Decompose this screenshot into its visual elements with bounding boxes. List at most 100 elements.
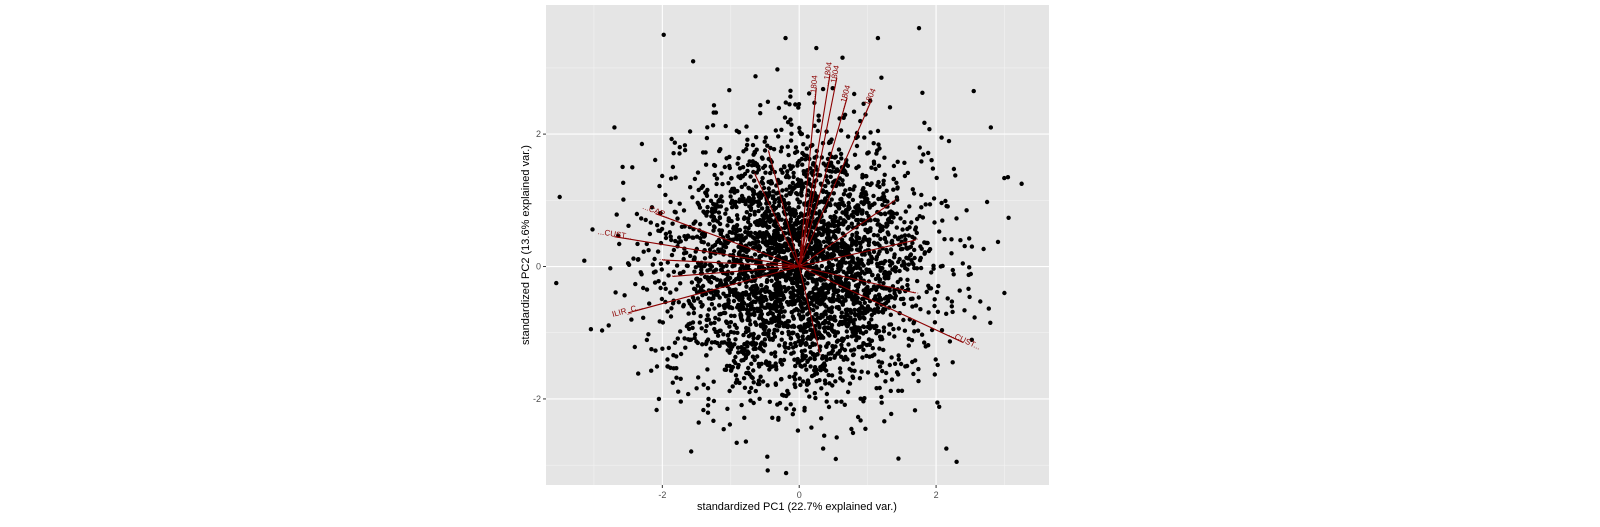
data-point bbox=[783, 320, 788, 326]
data-point bbox=[711, 379, 716, 384]
data-point bbox=[878, 211, 884, 217]
data-point bbox=[711, 110, 716, 115]
data-point bbox=[858, 245, 863, 250]
x-tick-label: -2 bbox=[658, 490, 666, 500]
data-point bbox=[892, 234, 898, 239]
data-point bbox=[704, 353, 709, 358]
data-point bbox=[712, 340, 718, 345]
data-point bbox=[838, 151, 844, 157]
data-point bbox=[669, 237, 674, 243]
data-point bbox=[730, 237, 735, 243]
data-point bbox=[711, 296, 716, 301]
data-point bbox=[827, 333, 832, 338]
data-point bbox=[891, 326, 896, 332]
data-point bbox=[887, 105, 893, 110]
data-point bbox=[793, 222, 799, 227]
data-point bbox=[924, 289, 929, 295]
data-point bbox=[883, 307, 888, 312]
data-point bbox=[735, 345, 741, 350]
data-point bbox=[738, 294, 743, 299]
data-point bbox=[793, 341, 798, 346]
data-point bbox=[862, 271, 867, 276]
data-point bbox=[874, 372, 879, 377]
data-point bbox=[727, 88, 732, 93]
data-point bbox=[912, 329, 917, 334]
data-point bbox=[728, 329, 734, 335]
data-point bbox=[839, 342, 844, 348]
data-point bbox=[797, 125, 802, 131]
data-point bbox=[819, 386, 824, 391]
data-point bbox=[932, 220, 937, 225]
data-point bbox=[826, 404, 832, 410]
data-point bbox=[745, 273, 750, 279]
data-point bbox=[778, 284, 783, 289]
data-point bbox=[728, 368, 734, 373]
data-point bbox=[744, 142, 750, 148]
data-point bbox=[761, 185, 767, 191]
data-point bbox=[760, 181, 766, 186]
data-point bbox=[751, 284, 756, 289]
data-point bbox=[753, 320, 758, 325]
data-point bbox=[967, 265, 972, 270]
data-point bbox=[765, 454, 770, 459]
data-point bbox=[678, 376, 683, 381]
data-point bbox=[1002, 175, 1007, 181]
data-point bbox=[843, 297, 848, 302]
data-point bbox=[714, 193, 719, 199]
data-point bbox=[919, 205, 924, 210]
data-point bbox=[861, 347, 866, 352]
data-point bbox=[960, 261, 965, 266]
data-point bbox=[706, 317, 711, 322]
data-point bbox=[666, 273, 671, 278]
data-point bbox=[875, 233, 880, 238]
data-point bbox=[932, 320, 938, 325]
data-point bbox=[892, 334, 897, 339]
data-point bbox=[712, 202, 717, 208]
data-point bbox=[860, 296, 865, 302]
data-point bbox=[850, 375, 856, 380]
data-point bbox=[633, 281, 638, 287]
data-point bbox=[708, 321, 714, 326]
data-point bbox=[852, 368, 857, 373]
data-point bbox=[778, 149, 784, 154]
data-point bbox=[774, 224, 779, 229]
loading-arrow bbox=[662, 259, 800, 268]
data-point bbox=[748, 174, 753, 179]
data-point bbox=[986, 306, 991, 311]
data-point bbox=[859, 369, 864, 374]
data-point bbox=[786, 319, 792, 324]
data-point bbox=[745, 311, 750, 316]
data-point bbox=[850, 232, 855, 238]
data-point bbox=[775, 230, 780, 236]
data-point bbox=[806, 91, 812, 96]
data-point bbox=[886, 216, 892, 221]
data-point bbox=[929, 270, 934, 275]
data-point bbox=[859, 257, 864, 263]
data-point bbox=[852, 307, 857, 313]
data-point bbox=[661, 220, 666, 225]
data-point bbox=[895, 159, 900, 164]
data-point bbox=[673, 175, 678, 180]
data-point bbox=[769, 317, 774, 322]
data-point bbox=[698, 277, 703, 283]
data-point bbox=[858, 194, 863, 199]
data-point bbox=[722, 302, 728, 308]
data-point bbox=[860, 355, 865, 360]
data-point bbox=[877, 295, 883, 300]
loading-label: ...1804 bbox=[808, 74, 819, 100]
data-point bbox=[893, 265, 899, 270]
data-point bbox=[849, 269, 854, 275]
data-point bbox=[833, 379, 838, 384]
data-point bbox=[797, 129, 802, 135]
data-point bbox=[765, 143, 770, 148]
data-point bbox=[734, 257, 740, 263]
data-point bbox=[830, 86, 835, 91]
data-point bbox=[639, 141, 645, 147]
data-point bbox=[770, 204, 776, 209]
data-point bbox=[769, 213, 774, 218]
data-point bbox=[703, 328, 708, 334]
data-point bbox=[652, 256, 657, 262]
data-point bbox=[695, 170, 701, 175]
data-point bbox=[789, 291, 794, 297]
data-point bbox=[889, 377, 895, 382]
